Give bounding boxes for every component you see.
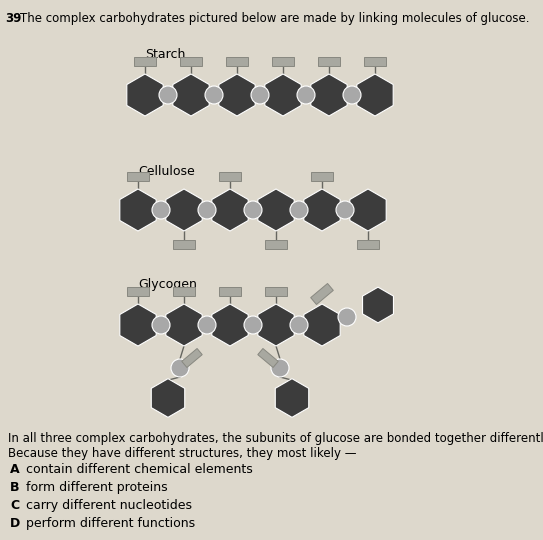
Polygon shape xyxy=(265,74,301,116)
Text: In all three complex carbohydrates, the subunits of glucose are bonded together : In all three complex carbohydrates, the … xyxy=(8,432,543,445)
Bar xyxy=(318,57,340,65)
Polygon shape xyxy=(212,304,248,346)
Polygon shape xyxy=(120,304,156,346)
Circle shape xyxy=(159,86,177,104)
Bar xyxy=(180,57,202,65)
Bar xyxy=(134,57,156,65)
Bar xyxy=(219,287,241,295)
Text: The complex carbohydrates pictured below are made by linking molecules of glucos: The complex carbohydrates pictured below… xyxy=(20,12,529,25)
Circle shape xyxy=(343,86,361,104)
Text: A: A xyxy=(10,463,20,476)
Text: Starch: Starch xyxy=(145,48,185,61)
Polygon shape xyxy=(304,304,340,346)
Text: contain different chemical elements: contain different chemical elements xyxy=(26,463,252,476)
Circle shape xyxy=(338,308,356,326)
Circle shape xyxy=(336,201,354,219)
Circle shape xyxy=(198,201,216,219)
Text: carry different nucleotides: carry different nucleotides xyxy=(26,499,192,512)
Circle shape xyxy=(251,86,269,104)
Bar xyxy=(311,172,333,180)
Polygon shape xyxy=(311,74,347,116)
Polygon shape xyxy=(275,379,309,417)
Circle shape xyxy=(290,316,308,334)
Bar xyxy=(127,287,149,295)
Polygon shape xyxy=(127,74,163,116)
Polygon shape xyxy=(357,74,393,116)
Circle shape xyxy=(290,201,308,219)
Polygon shape xyxy=(151,379,185,417)
Text: Because they have different structures, they most likely —: Because they have different structures, … xyxy=(8,447,357,460)
Circle shape xyxy=(244,316,262,334)
Circle shape xyxy=(152,201,170,219)
Text: C: C xyxy=(10,499,19,512)
Circle shape xyxy=(152,316,170,334)
Bar xyxy=(127,172,149,180)
Text: Glycogen: Glycogen xyxy=(138,278,197,291)
Bar xyxy=(258,348,278,368)
Circle shape xyxy=(297,86,315,104)
Bar xyxy=(219,172,241,180)
Polygon shape xyxy=(258,189,294,231)
Polygon shape xyxy=(219,74,255,116)
Polygon shape xyxy=(212,189,248,231)
Text: form different proteins: form different proteins xyxy=(26,481,168,494)
Text: B: B xyxy=(10,481,20,494)
Bar xyxy=(173,240,195,248)
Text: 39: 39 xyxy=(5,12,21,25)
Polygon shape xyxy=(173,74,209,116)
Bar xyxy=(173,287,195,295)
Circle shape xyxy=(271,359,289,377)
Bar xyxy=(272,57,294,65)
Bar xyxy=(357,240,379,248)
Polygon shape xyxy=(258,304,294,346)
Bar xyxy=(182,348,202,368)
Polygon shape xyxy=(166,304,202,346)
Bar xyxy=(311,284,333,305)
Text: D: D xyxy=(10,517,20,530)
Circle shape xyxy=(244,201,262,219)
Polygon shape xyxy=(120,189,156,231)
Circle shape xyxy=(205,86,223,104)
Circle shape xyxy=(198,316,216,334)
Bar xyxy=(226,57,248,65)
Text: perform different functions: perform different functions xyxy=(26,517,195,530)
Polygon shape xyxy=(166,189,202,231)
Bar xyxy=(265,240,287,248)
Text: Cellulose: Cellulose xyxy=(138,165,195,178)
Circle shape xyxy=(171,359,189,377)
Polygon shape xyxy=(363,287,394,323)
Polygon shape xyxy=(350,189,386,231)
Bar xyxy=(265,287,287,295)
Bar xyxy=(364,57,386,65)
Polygon shape xyxy=(304,189,340,231)
